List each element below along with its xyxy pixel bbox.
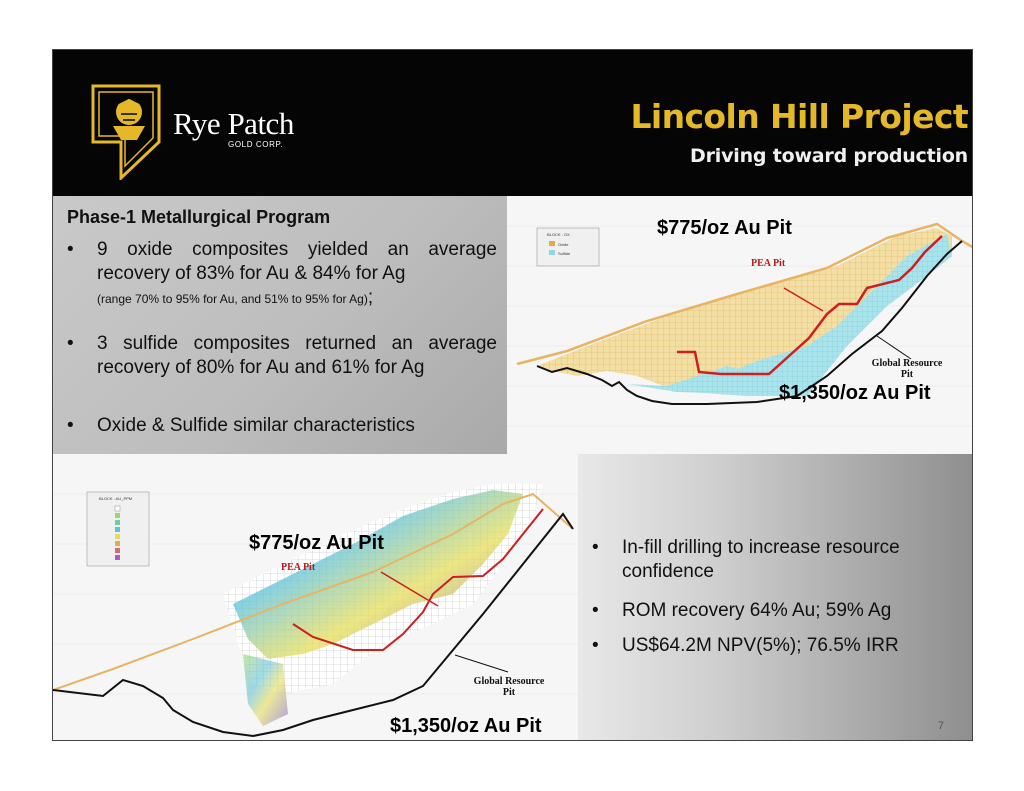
highlight-text: In-fill drilling to increase resource co… xyxy=(622,537,900,582)
oxide-sulfide-section-image: BLOCK : OX Oxide Sulfide $775/oz Au Pit … xyxy=(507,196,972,454)
bullet-dot: • xyxy=(67,333,74,354)
legend-title: BLOCK : AU_PPM xyxy=(99,496,132,501)
oxide-swatch xyxy=(549,241,555,246)
bullet-oxide: • 9 oxide composites yielded an average … xyxy=(67,238,507,314)
legend-oxide: Oxide xyxy=(558,242,569,247)
highlight-text: ROM recovery 64% Au; 59% Ag xyxy=(622,600,892,621)
slide-title: Lincoln Hill Project xyxy=(630,97,968,136)
page-number: 7 xyxy=(937,720,944,732)
bullet-sulfide: • 3 sulfide composites returned an avera… xyxy=(67,332,507,408)
brand-subtitle: GOLD CORP. xyxy=(228,140,284,149)
legend-box xyxy=(536,227,600,267)
bullet-dot: • xyxy=(592,635,599,656)
bullet-dot: • xyxy=(67,415,74,436)
slide-subtitle: Driving toward production xyxy=(690,145,968,167)
gold-grade-section-graphic: BLOCK : AU_PPM xyxy=(53,484,578,738)
pea-pit-label-bottom: PEA Pit xyxy=(281,562,316,573)
legend-sulfide: Sulfide xyxy=(558,251,571,256)
sulfide-recovery-text: 3 sulfide composites returned an average… xyxy=(97,333,497,378)
bullet-characteristics: • Oxide & Sulfide similar characteristic… xyxy=(67,414,507,440)
highlight-item: • ROM recovery 64% Au; 59% Ag xyxy=(592,599,962,625)
global-resource-label-bottom: Global Resource Pit xyxy=(473,676,545,698)
characteristics-text: Oxide & Sulfide similar characteristics xyxy=(97,415,415,436)
global-resource-label-top: Global Resource Pit xyxy=(871,358,943,380)
bullet-dot: • xyxy=(592,600,599,621)
oxide-end-punct: ; xyxy=(367,287,374,308)
header-bar: Rye Patch GOLD CORP. Lincoln Hill Projec… xyxy=(53,50,972,196)
brand-name: Rye Patch xyxy=(173,106,294,141)
sulfide-swatch xyxy=(549,250,555,255)
highlight-item: • US$64.2M NPV(5%); 76.5% IRR xyxy=(592,634,962,660)
bullet-dot: • xyxy=(592,537,599,558)
metallurgy-heading: Phase-1 Metallurgical Program xyxy=(67,207,331,227)
oxide-range-text: (range 70% to 95% for Au, and 51% to 95%… xyxy=(97,292,368,306)
highlights-panel: • In-fill drilling to increase resource … xyxy=(578,454,972,740)
slide: Rye Patch GOLD CORP. Lincoln Hill Projec… xyxy=(52,49,973,741)
bullet-dot: • xyxy=(67,239,74,260)
rye-patch-logo-icon xyxy=(91,84,161,180)
oxide-sulfide-section-graphic: BLOCK : OX Oxide Sulfide xyxy=(507,222,972,427)
pit-775-label-bottom: $775/oz Au Pit xyxy=(249,532,384,554)
metallurgy-panel: Phase-1 Metallurgical Program • 9 oxide … xyxy=(53,196,507,454)
oxide-recovery-text: 9 oxide composites yielded an average re… xyxy=(97,239,497,284)
highlight-item: • In-fill drilling to increase resource … xyxy=(592,536,962,586)
gold-grade-section-image: BLOCK : AU_PPM $775/oz Au Pit PEA Pit Gl… xyxy=(53,454,578,740)
legend-title: BLOCK : OX xyxy=(547,232,570,237)
pit-1350-label-bottom: $1,350/oz Au Pit xyxy=(390,715,542,737)
pea-pit-label-top: PEA Pit xyxy=(751,258,786,269)
highlight-text: US$64.2M NPV(5%); 76.5% IRR xyxy=(622,635,899,656)
pit-1350-label-top: $1,350/oz Au Pit xyxy=(779,382,931,404)
pit-775-label-top: $775/oz Au Pit xyxy=(657,217,792,239)
